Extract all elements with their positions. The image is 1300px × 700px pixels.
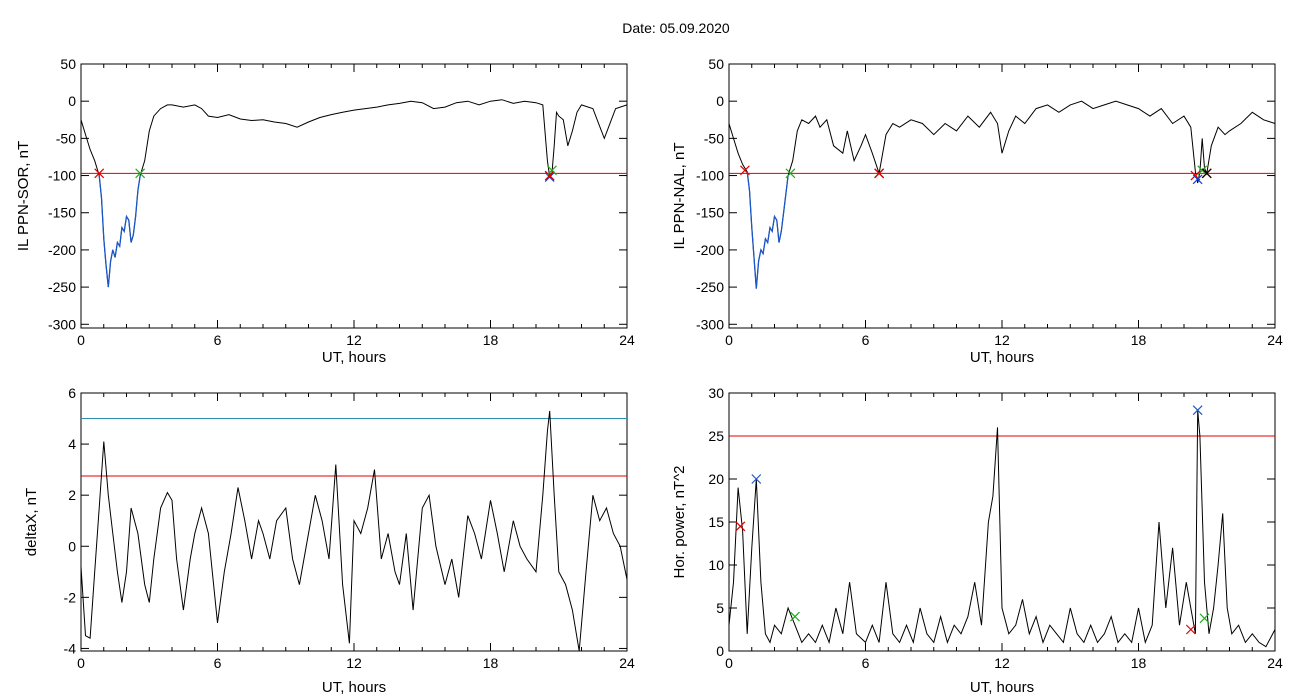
plot-area: 0 6 12 18 24 50 0 -50 -100 -150 -200 -250 -300	[48, 56, 635, 348]
y-tick-label: 0	[68, 538, 76, 554]
panel-ppn-sor: 0 6 12 18 24 50 0 -50 -100 -150 -200 -250 -300 UT, h…	[15, 56, 635, 366]
plot-frame	[80, 63, 628, 329]
event-marker	[1197, 165, 1208, 176]
event-marker	[874, 168, 885, 179]
x-tick-label: 0	[77, 655, 85, 671]
x-tick-label: 6	[214, 655, 222, 671]
event-marker	[94, 168, 105, 179]
y-tick-label: 0	[716, 93, 724, 109]
x-tick-label: 24	[1267, 332, 1283, 348]
x-tick-label: 18	[483, 332, 499, 348]
y-axis-label: Hor. power, nT^2	[671, 466, 688, 579]
x-tick-label: 6	[862, 332, 870, 348]
y-tick-label: 50	[60, 56, 76, 72]
plot-frame	[728, 63, 1276, 329]
x-axis-label: UT, hours	[322, 349, 386, 366]
plot-area: 0 6 12 18 24 30 25 20 15 10 5 0	[708, 385, 1283, 671]
event-marker	[1192, 174, 1203, 185]
y-axis-label: deltaX, nT	[23, 488, 40, 556]
y-tick-label: -200	[696, 242, 724, 258]
y-tick-label: 0	[716, 643, 724, 659]
event-marker	[785, 168, 796, 179]
y-tick-label: -250	[696, 279, 724, 295]
y-tick-label: -150	[48, 205, 76, 221]
y-axis-label: IL PPN-NAL, nT	[671, 143, 688, 250]
series-line	[80, 410, 628, 652]
x-tick-label: 18	[1131, 332, 1147, 348]
x-tick-label: 6	[214, 332, 222, 348]
y-tick-label: 6	[68, 385, 76, 401]
y-tick-label: -100	[48, 168, 76, 184]
y-tick-label: 5	[716, 600, 724, 616]
event-marker	[544, 172, 555, 182]
y-tick-label: 50	[708, 56, 724, 72]
event-marker	[1185, 624, 1196, 635]
x-tick-label: 12	[346, 655, 362, 671]
y-tick-label: -2	[64, 589, 77, 605]
y-tick-label: -300	[48, 316, 76, 332]
event-marker	[751, 474, 762, 484]
x-tick-label: 12	[994, 655, 1010, 671]
x-tick-label: 12	[346, 332, 362, 348]
y-tick-label: -200	[48, 242, 76, 258]
panel-hor-power: 0 6 12 18 24 30 25 20 15 10 5 0 UT, hours Hor. powe…	[671, 385, 1283, 696]
figure-title: Date: 05.09.2020	[622, 20, 730, 36]
y-tick-label: 25	[708, 428, 724, 444]
event-marker	[740, 165, 750, 176]
y-tick-label: 10	[708, 557, 724, 573]
x-tick-label: 12	[994, 332, 1010, 348]
y-tick-label: 4	[68, 436, 76, 452]
x-tick-label: 18	[483, 655, 499, 671]
x-tick-label: 0	[725, 655, 733, 671]
y-tick-label: -300	[696, 316, 724, 332]
y-tick-label: 0	[68, 93, 76, 109]
highlighted-segment	[98, 175, 141, 288]
event-marker	[1192, 405, 1203, 416]
series-line	[728, 100, 1276, 289]
y-tick-label: 15	[708, 514, 724, 530]
x-tick-label: 24	[619, 332, 635, 348]
y-tick-label: -250	[48, 279, 76, 295]
y-tick-label: 30	[708, 385, 724, 401]
x-tick-label: 0	[725, 332, 733, 348]
x-tick-label: 18	[1131, 655, 1147, 671]
plot-area: 0 6 12 18 24 6 4 2 0 -2 -4	[64, 385, 635, 671]
x-tick-label: 24	[1267, 655, 1283, 671]
y-axis-label: IL PPN-SOR, nT	[15, 141, 32, 251]
panel-ppn-nal: 0 6 12 18 24 50 0 -50 -100 -150 -200 -250 -300 UT, h…	[671, 56, 1283, 366]
x-tick-label: 6	[862, 655, 870, 671]
plot-area: 0 6 12 18 24 50 0 -50 -100 -150 -200 -250 -300	[696, 56, 1283, 348]
y-tick-label: -50	[56, 130, 76, 146]
y-tick-label: 2	[68, 487, 76, 503]
event-marker	[547, 165, 557, 176]
event-marker	[1201, 168, 1212, 179]
event-marker	[790, 611, 800, 622]
series-line	[80, 99, 628, 288]
event-marker	[135, 168, 146, 179]
x-tick-label: 24	[619, 655, 635, 671]
event-marker	[544, 170, 555, 181]
x-axis-label: UT, hours	[970, 679, 1034, 696]
plot-frame	[728, 392, 1276, 652]
event-marker	[735, 521, 746, 532]
y-tick-label: -50	[704, 130, 724, 146]
y-tick-label: 20	[708, 471, 724, 487]
series-line	[728, 410, 1276, 648]
y-tick-label: -100	[696, 168, 724, 184]
highlighted-segment	[746, 171, 789, 289]
x-axis-label: UT, hours	[970, 349, 1034, 366]
y-tick-label: -150	[696, 205, 724, 221]
y-tick-label: -4	[64, 640, 77, 656]
x-tick-label: 0	[77, 332, 85, 348]
event-marker	[1199, 613, 1210, 624]
panel-deltax: 0 6 12 18 24 6 4 2 0 -2 -4 UT, hours deltaX, nT	[23, 385, 635, 696]
x-axis-label: UT, hours	[322, 679, 386, 696]
